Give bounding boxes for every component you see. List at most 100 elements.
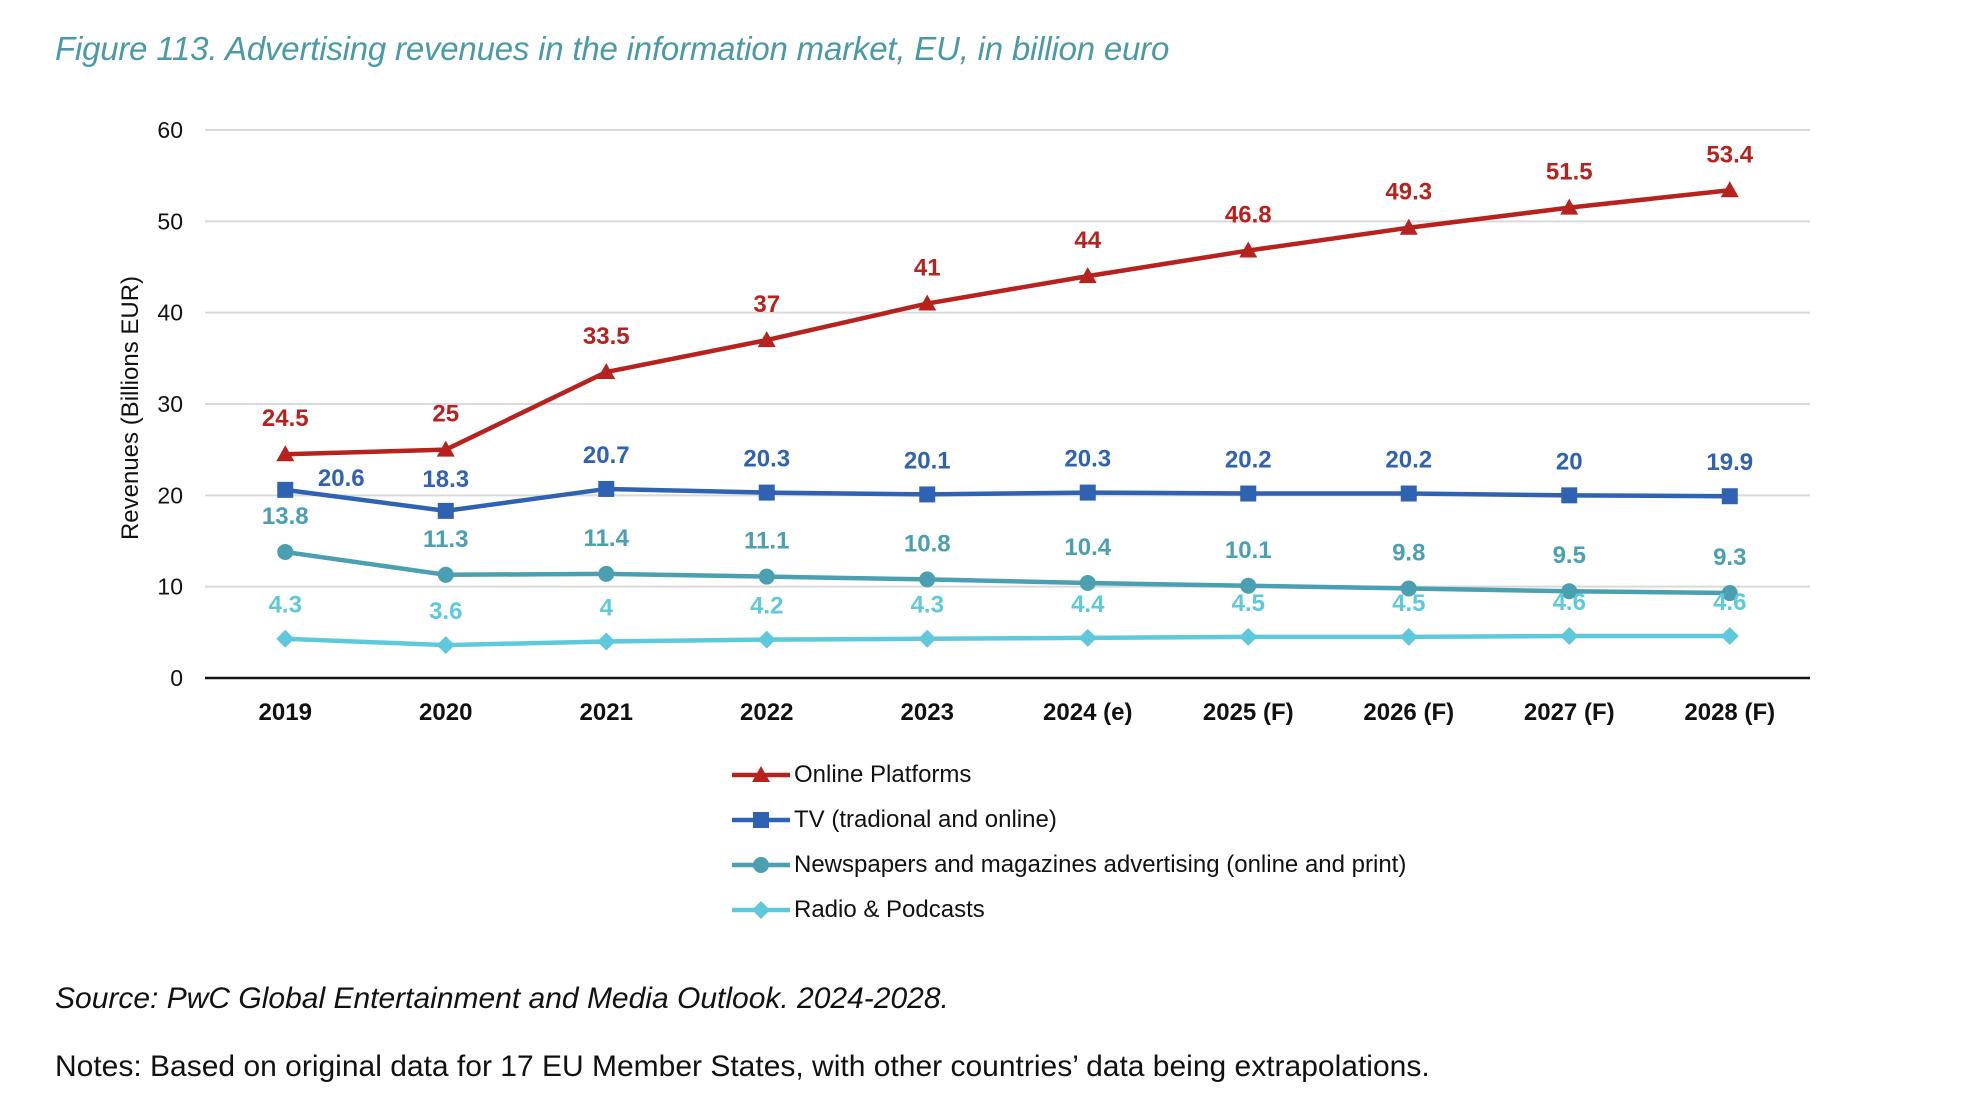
data-point-newspapers-magazines xyxy=(1079,575,1096,592)
data-point-radio-podcasts xyxy=(1399,627,1418,646)
legend-label: Radio & Podcasts xyxy=(794,895,985,923)
data-label-tv: 20.1 xyxy=(904,447,951,474)
series-tv xyxy=(277,480,1738,519)
data-point-newspapers-magazines xyxy=(919,571,936,588)
legend-marker xyxy=(752,900,770,919)
data-label-radio-podcasts: 4.6 xyxy=(1553,589,1586,616)
legend-label: TV (tradional and online) xyxy=(794,805,1057,833)
data-label-newspapers-magazines: 10.4 xyxy=(1064,534,1111,561)
legend-marker xyxy=(753,856,769,873)
x-tick-label: 2022 xyxy=(740,699,793,726)
series-group xyxy=(276,181,1739,655)
series-line-radio-podcasts xyxy=(285,633,1730,648)
data-label-tv: 20.7 xyxy=(583,442,630,469)
data-label-online-platforms: 44 xyxy=(1074,227,1101,254)
y-axis-label: Revenues (Billions EUR) xyxy=(117,276,144,540)
data-label-tv: 18.3 xyxy=(422,466,469,493)
data-point-newspapers-magazines xyxy=(1400,580,1417,597)
data-label-tv: 20 xyxy=(1556,448,1583,475)
legend-label: Newspapers and magazines advertising (on… xyxy=(794,850,1407,878)
data-label-newspapers-magazines: 11.3 xyxy=(423,526,468,553)
x-tick-label: 2021 xyxy=(580,699,633,726)
data-label-online-platforms: 25 xyxy=(432,401,459,428)
data-point-online-platforms xyxy=(1399,218,1418,235)
data-point-online-platforms xyxy=(1239,241,1258,258)
figure-title: Figure 113. Advertising revenues in the … xyxy=(55,30,1170,67)
data-point-online-platforms xyxy=(757,331,776,348)
data-label-radio-podcasts: 4.5 xyxy=(1392,590,1425,617)
data-point-radio-podcasts xyxy=(276,629,295,648)
data-label-newspapers-magazines: 11.4 xyxy=(584,525,630,552)
data-point-online-platforms xyxy=(1078,267,1097,284)
data-label-radio-podcasts: 4.6 xyxy=(1713,589,1746,616)
data-label-online-platforms: 51.5 xyxy=(1546,159,1593,186)
data-label-newspapers-magazines: 9.3 xyxy=(1713,544,1746,571)
data-label-newspapers-magazines: 10.1 xyxy=(1225,537,1272,564)
legend-marker xyxy=(752,765,770,782)
x-tick-label: 2024 (e) xyxy=(1043,699,1132,726)
x-tick-label: 2027 (F) xyxy=(1524,699,1615,726)
series-radio-podcasts xyxy=(276,626,1739,655)
data-point-online-platforms xyxy=(1560,198,1579,215)
data-label-tv: 20.3 xyxy=(1064,446,1111,473)
data-label-newspapers-magazines: 10.8 xyxy=(904,530,951,557)
data-point-tv xyxy=(919,486,936,503)
data-point-online-platforms xyxy=(276,445,295,462)
circle-marker-icon xyxy=(732,856,790,873)
data-point-radio-podcasts xyxy=(1560,626,1579,645)
data-label-radio-podcasts: 3.6 xyxy=(429,598,462,625)
data-label-tv: 19.9 xyxy=(1706,449,1753,476)
y-tick-label: 20 xyxy=(157,482,183,508)
data-label-newspapers-magazines: 9.5 xyxy=(1553,542,1586,569)
data-point-online-platforms xyxy=(1720,181,1739,198)
data-label-online-platforms: 37 xyxy=(753,291,780,318)
data-point-radio-podcasts xyxy=(918,629,937,648)
notes-text: Notes: Based on original data for 17 EU … xyxy=(55,1050,1430,1083)
data-point-tv xyxy=(1721,488,1738,505)
legend-label: Online Platforms xyxy=(794,760,972,788)
legend-item-tv: TV (tradional and online) xyxy=(730,797,1406,842)
x-tick-label: 2023 xyxy=(901,699,954,726)
data-label-tv: 20.3 xyxy=(743,446,790,473)
data-label-online-platforms: 24.5 xyxy=(262,405,309,432)
diamond-marker-icon xyxy=(732,900,790,919)
data-label-tv: 20.6 xyxy=(318,465,365,492)
y-axis-ticks: 0 10 20 30 40 50 60 xyxy=(157,117,183,691)
x-tick-label: 2020 xyxy=(419,699,472,726)
y-tick-label: 50 xyxy=(157,208,183,234)
data-label-newspapers-magazines: 11.1 xyxy=(744,528,789,555)
y-tick-label: 30 xyxy=(157,391,183,417)
data-label-tv: 20.2 xyxy=(1225,447,1272,474)
data-point-tv xyxy=(758,484,775,501)
legend-marker xyxy=(753,811,769,828)
data-label-newspapers-magazines: 9.8 xyxy=(1392,539,1425,566)
data-point-online-platforms xyxy=(918,294,937,311)
data-point-radio-podcasts xyxy=(597,632,616,651)
data-point-online-platforms xyxy=(597,363,616,380)
data-point-newspapers-magazines xyxy=(1561,583,1578,600)
legend: Online Platforms TV (tradional and online… xyxy=(730,752,1406,932)
data-point-tv xyxy=(598,480,615,497)
series-online-platforms xyxy=(276,181,1739,462)
legend-item-newspapers-magazines: Newspapers and magazines advertising (on… xyxy=(730,842,1406,887)
x-tick-label: 2028 (F) xyxy=(1684,699,1775,726)
data-point-tv xyxy=(1561,487,1578,504)
data-point-radio-podcasts xyxy=(436,636,455,655)
data-label-radio-podcasts: 4.5 xyxy=(1232,590,1265,617)
data-label-radio-podcasts: 4.3 xyxy=(269,592,302,619)
y-tick-label: 60 xyxy=(157,117,183,143)
data-label-online-platforms: 49.3 xyxy=(1385,179,1432,206)
data-point-online-platforms xyxy=(436,440,455,457)
data-point-newspapers-magazines xyxy=(437,566,454,583)
data-label-online-platforms: 41 xyxy=(914,255,941,282)
data-point-newspapers-magazines xyxy=(1721,585,1738,602)
source-note: Source: PwC Global Entertainment and Med… xyxy=(55,982,949,1015)
data-label-radio-podcasts: 4 xyxy=(600,594,614,621)
data-point-newspapers-magazines xyxy=(758,568,775,585)
y-tick-label: 10 xyxy=(157,574,183,600)
legend-item-radio-podcasts: Radio & Podcasts xyxy=(730,887,1406,932)
legend-item-online-platforms: Online Platforms xyxy=(730,752,1406,797)
data-point-tv xyxy=(437,502,454,519)
data-point-radio-podcasts xyxy=(757,630,776,649)
